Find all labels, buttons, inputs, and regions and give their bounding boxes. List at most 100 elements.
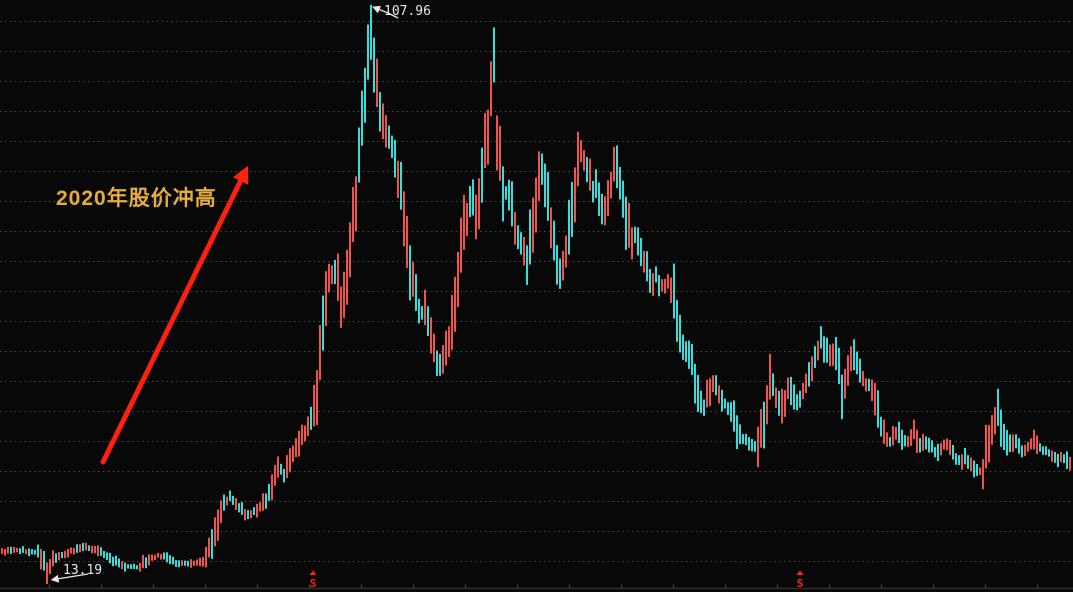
candle: [112, 556, 114, 567]
candle: [154, 555, 156, 561]
candle: [1039, 443, 1041, 452]
candle: [676, 300, 678, 342]
candle: [352, 187, 354, 242]
candle: [412, 261, 414, 297]
candle: [523, 237, 525, 266]
candle: [865, 378, 867, 392]
candle: [880, 416, 882, 437]
candle: [805, 373, 807, 393]
low-price-label: 13.19: [63, 563, 102, 578]
candle: [73, 548, 75, 555]
annotations: 107.96 13.19: [50, 4, 431, 583]
candle: [955, 453, 957, 465]
candle: [754, 441, 756, 452]
candle: [268, 484, 270, 501]
candle: [571, 181, 573, 237]
candle: [364, 67, 366, 123]
candle: [700, 390, 702, 414]
candle: [859, 358, 861, 383]
candle: [478, 178, 480, 230]
candle: [946, 438, 948, 451]
candle: [982, 459, 984, 490]
candle: [457, 252, 459, 307]
candle: [868, 378, 870, 392]
candle: [127, 564, 129, 569]
candle: [484, 113, 486, 168]
candle: [658, 275, 660, 297]
candle: [910, 429, 912, 446]
candle: [292, 445, 294, 462]
candle: [835, 337, 837, 370]
candle: [967, 455, 969, 469]
candle: [385, 115, 387, 148]
candle: [28, 548, 30, 557]
candle: [436, 350, 438, 376]
candle: [202, 557, 204, 567]
candle: [226, 496, 228, 506]
candle: [751, 439, 753, 452]
candle: [235, 498, 237, 510]
candle: [904, 435, 906, 447]
candle: [655, 266, 657, 283]
event-marker-s[interactable]: S: [796, 570, 804, 591]
candle: [1006, 430, 1008, 456]
candle: [172, 556, 174, 565]
candle: [646, 251, 648, 282]
candle: [883, 419, 885, 444]
candle: [130, 564, 132, 570]
candle: [916, 429, 918, 453]
candle: [382, 103, 384, 140]
candle: [370, 4, 372, 60]
candle: [49, 559, 51, 574]
candle: [121, 561, 123, 570]
candle: [97, 545, 99, 557]
candle: [19, 548, 21, 554]
candle: [271, 474, 273, 501]
candle: [229, 490, 231, 502]
candle: [103, 551, 105, 559]
candle: [493, 27, 495, 83]
candle: [796, 394, 798, 411]
candle: [928, 437, 930, 453]
candle: [979, 467, 981, 476]
candle: [952, 445, 954, 460]
candle: [361, 90, 363, 146]
candle: [556, 245, 558, 285]
candle: [757, 426, 759, 468]
candle: [40, 548, 42, 570]
candle: [283, 469, 285, 483]
candle: [667, 274, 669, 289]
candle: [1042, 446, 1044, 455]
candle: [367, 24, 369, 80]
candles: [1, 4, 1071, 584]
event-marker-s[interactable]: S: [309, 570, 317, 591]
candle: [427, 306, 429, 337]
candle: [604, 196, 606, 226]
gridlines: [0, 21, 1073, 562]
candle: [280, 463, 282, 475]
candle: [793, 384, 795, 410]
candle: [37, 544, 39, 558]
candle: [970, 457, 972, 471]
candle: [1063, 454, 1065, 464]
candle: [592, 180, 594, 203]
candle: [514, 212, 516, 245]
candle: [13, 546, 15, 553]
candle: [262, 493, 264, 511]
candle: [43, 550, 45, 571]
candle: [94, 546, 96, 554]
candle: [4, 549, 6, 556]
candle: [526, 245, 528, 285]
candle: [940, 443, 942, 456]
candle: [208, 537, 210, 558]
candle: [397, 160, 399, 198]
candle: [466, 203, 468, 237]
candle: [826, 337, 828, 363]
candle: [217, 509, 219, 541]
candle: [703, 399, 705, 416]
candle: [817, 340, 819, 361]
candle: [1048, 449, 1050, 457]
candle: [1009, 434, 1011, 453]
